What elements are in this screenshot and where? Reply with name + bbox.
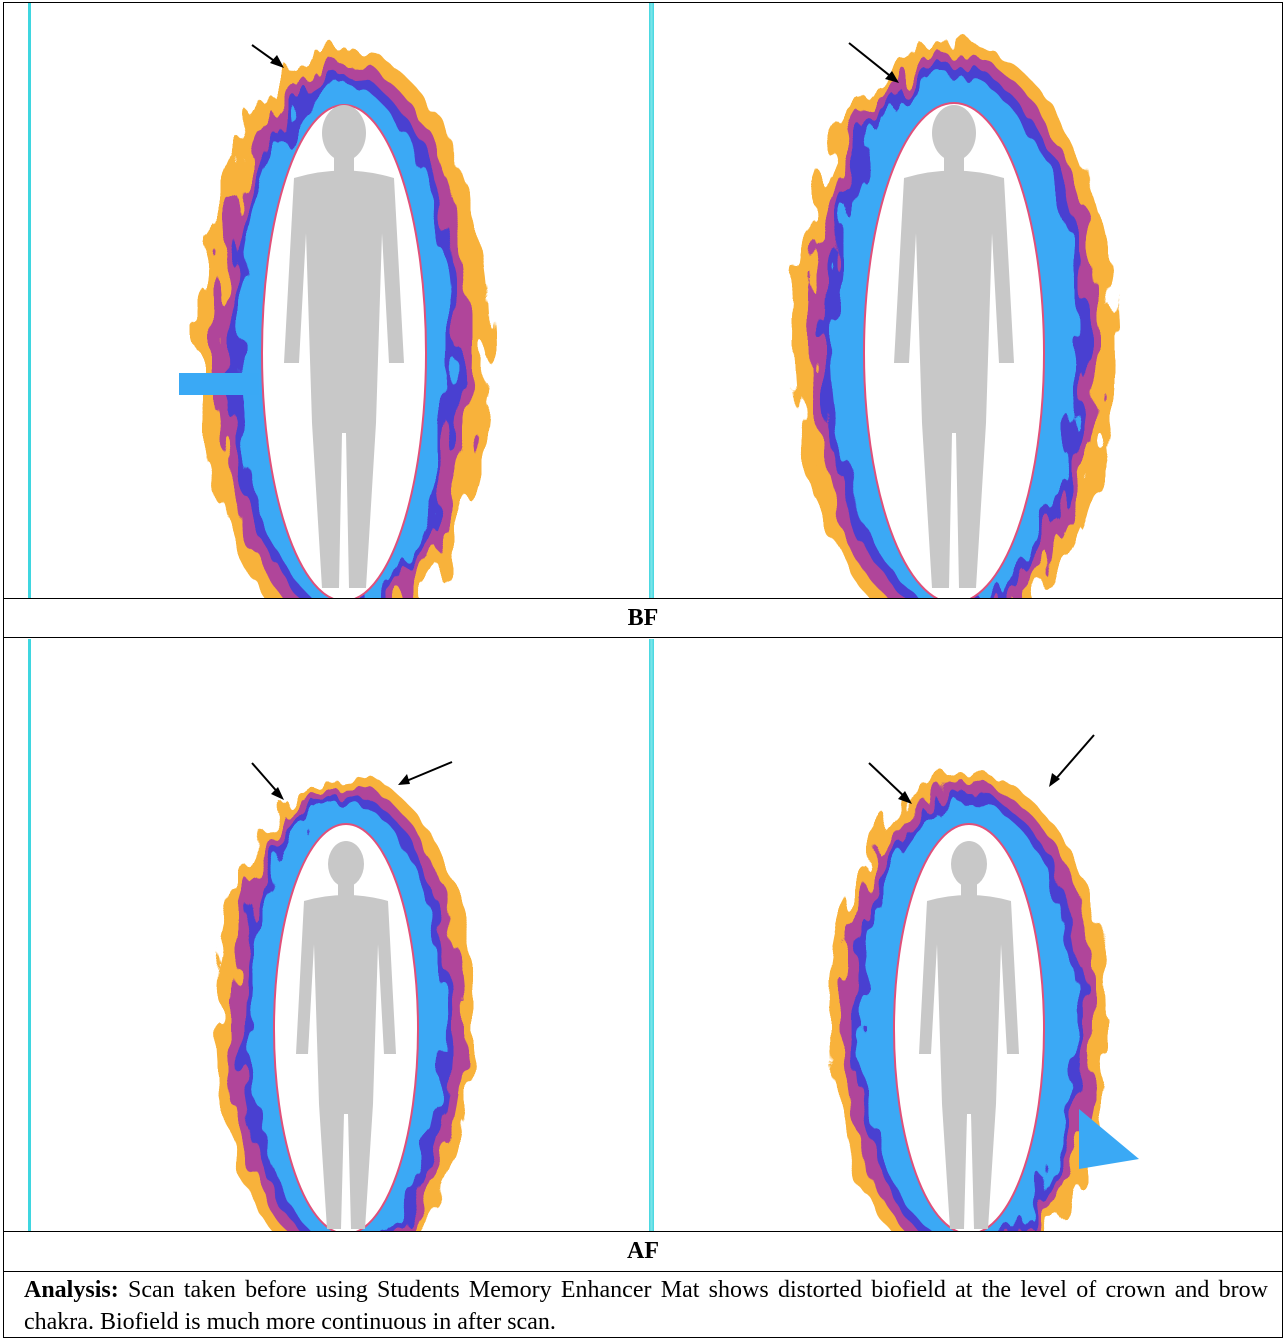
before-scan-row [4,3,1282,598]
table-rule [4,1231,1282,1232]
analysis-text: Scan taken before using Students Memory … [24,1277,1268,1335]
af-right-scan-image [649,639,1282,1231]
analysis-paragraph: Analysis: Scan taken before using Studen… [24,1274,1268,1338]
figure-table: BF [3,2,1283,1338]
table-rule [4,598,1282,599]
center-divider-marker [649,3,654,598]
af-left-scan-image [4,639,649,1231]
left-edge-marker [28,3,31,598]
before-label: BF [627,605,659,631]
table-rule [4,1271,1282,1272]
table-rule [4,637,1282,638]
bf-right-scan-image [649,3,1282,598]
analysis-heading: Analysis: [24,1277,119,1303]
after-scan-row [4,639,1282,1231]
left-edge-marker [28,639,31,1231]
bf-left-scan-image [4,3,649,598]
after-label: AF [627,1238,659,1264]
center-divider-marker [649,639,654,1231]
